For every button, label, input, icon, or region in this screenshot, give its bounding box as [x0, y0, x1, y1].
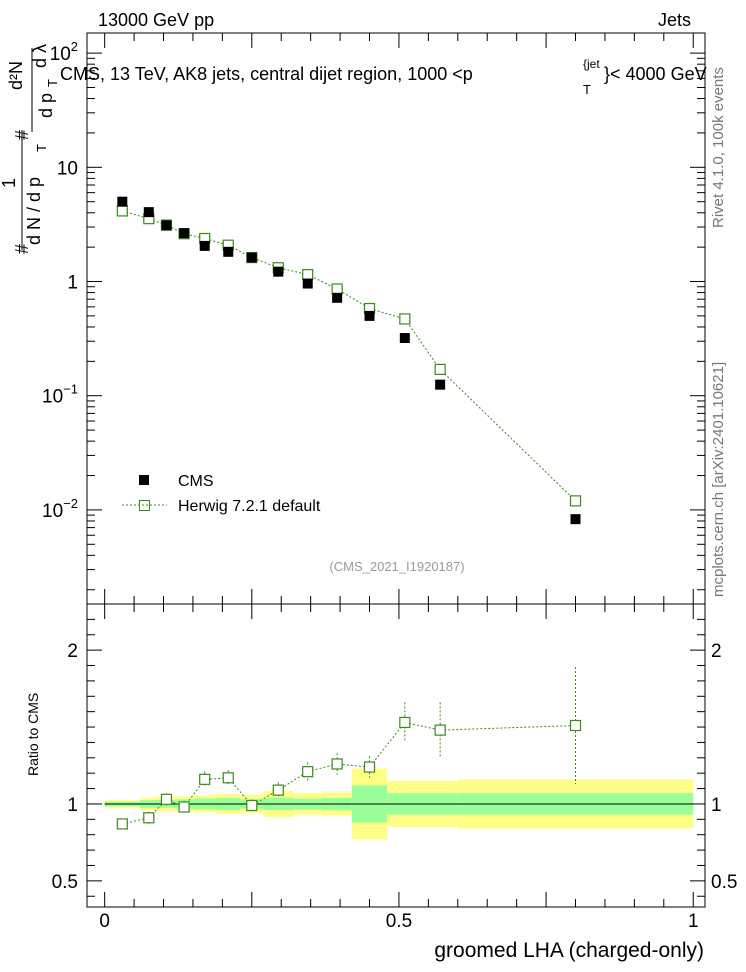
svg-text:T: T [34, 144, 49, 152]
ratio-y-tick-labels: 0.5 0.5 1 1 2 2 [52, 641, 738, 893]
main-herwig-series [116, 205, 582, 507]
analysis-watermark: (CMS_2021_I1920187) [329, 559, 464, 574]
ratio-y-tick-label-left: 2 [67, 641, 78, 662]
header-left: 13000 GeV pp [98, 10, 214, 30]
herwig-line [122, 210, 576, 502]
cms-point [199, 240, 210, 251]
rivet-version-label: Rivet 4.1.0, 100k events [710, 67, 727, 228]
svg-text:1: 1 [0, 178, 19, 188]
cms-point [273, 266, 284, 277]
cms-point [570, 514, 581, 525]
main-y-tick-labels: 102 10 1 10−1 10−2 [42, 39, 78, 522]
ratio-frame [86, 603, 706, 908]
ratio-herwig-point [143, 812, 155, 824]
cms-point [364, 310, 375, 321]
ratio-herwig-point [331, 758, 343, 770]
cms-point [399, 333, 410, 344]
x-tick-label: 0 [99, 911, 110, 932]
svg-text:T: T [45, 79, 60, 87]
cms-point [143, 207, 154, 218]
herwig-point [399, 313, 411, 325]
svg-text:d p: d p [36, 93, 56, 118]
cms-point [161, 220, 172, 231]
x-axis-label: groomed LHA (charged-only) [434, 939, 704, 962]
herwig-point [434, 363, 446, 375]
herwig-point [116, 205, 128, 217]
main-y-axis-label: # 1 d N / d p T # d²N d p T d λ [0, 44, 60, 254]
legend-cms-label: CMS [178, 473, 214, 490]
ratio-axis-ticks [87, 604, 705, 907]
herwig-point [569, 495, 582, 507]
cms-point [435, 379, 446, 390]
legend-herwig-label: Herwig 7.2.1 default [178, 498, 321, 515]
svg-text:d²N: d²N [6, 61, 26, 90]
svg-text:}< 4000 GeV: }< 4000 GeV [604, 64, 707, 84]
cms-point [246, 252, 257, 263]
ratio-herwig-point [160, 793, 173, 805]
legend-herwig-marker [139, 500, 150, 511]
ratio-herwig-point [272, 784, 284, 796]
ratio-y-axis-label: Ratio to CMS [25, 693, 41, 776]
ratio-herwig-point [302, 766, 314, 778]
legend-cms-marker [139, 475, 149, 485]
main-y-tick-label: 10 [57, 158, 78, 179]
source-label: mcplots.cern.ch [arXiv:2401.10621] [710, 362, 727, 597]
svg-text:d N / d p: d N / d p [24, 177, 44, 245]
ratio-y-tick-label-left: 1 [67, 795, 78, 816]
ratio-herwig-point [246, 799, 258, 812]
x-tick-label: 1 [688, 911, 699, 932]
main-frame [86, 32, 706, 605]
main-y-tick-label: 102 [50, 39, 78, 65]
ratio-herwig-line [122, 721, 576, 825]
ratio-y-tick-label-left: 0.5 [52, 872, 78, 893]
ratio-herwig-point [569, 719, 582, 732]
legend: CMS Herwig 7.2.1 default [122, 473, 321, 515]
svg-text:{jet: {jet [583, 57, 600, 71]
main-plot-title: CMS, 13 TeV, AK8 jets, central dijet reg… [60, 57, 707, 97]
svg-text:d λ: d λ [30, 44, 50, 68]
ratio-herwig-point [434, 724, 446, 736]
ratio-y-tick-label-right: 2 [711, 641, 722, 662]
ratio-herwig-point [399, 716, 411, 729]
herwig-point [331, 283, 343, 295]
cms-point [223, 246, 234, 257]
cms-point [302, 278, 313, 289]
svg-text:CMS, 13 TeV, AK8 jets, central: CMS, 13 TeV, AK8 jets, central dijet reg… [60, 64, 473, 84]
ratio-y-tick-label-right: 1 [711, 795, 722, 816]
cms-point [117, 196, 128, 207]
ratio-y-tick-label-right: 0.5 [711, 872, 737, 893]
herwig-point [302, 268, 314, 281]
x-tick-label: 0.5 [386, 911, 412, 932]
main-y-tick-label: 10−1 [42, 382, 78, 408]
ratio-x-tick-labels: 0 0.5 1 [99, 911, 698, 932]
ratio-herwig-point [178, 801, 190, 813]
ratio-herwig-point [116, 818, 128, 830]
svg-text:#: # [12, 130, 32, 140]
main-y-tick-label: 10−2 [42, 496, 78, 522]
cms-point [332, 292, 343, 303]
svg-text:T: T [583, 82, 591, 97]
main-cms-series [117, 196, 581, 525]
main-y-tick-label: 1 [67, 273, 78, 294]
main-axis-ticks [87, 33, 705, 604]
ratio-herwig-point [222, 772, 234, 784]
cms-point [179, 228, 190, 239]
header-right: Jets [658, 10, 691, 30]
ratio-herwig-point [199, 773, 211, 785]
ratio-herwig-series [116, 667, 582, 830]
ratio-herwig-point [363, 761, 376, 773]
